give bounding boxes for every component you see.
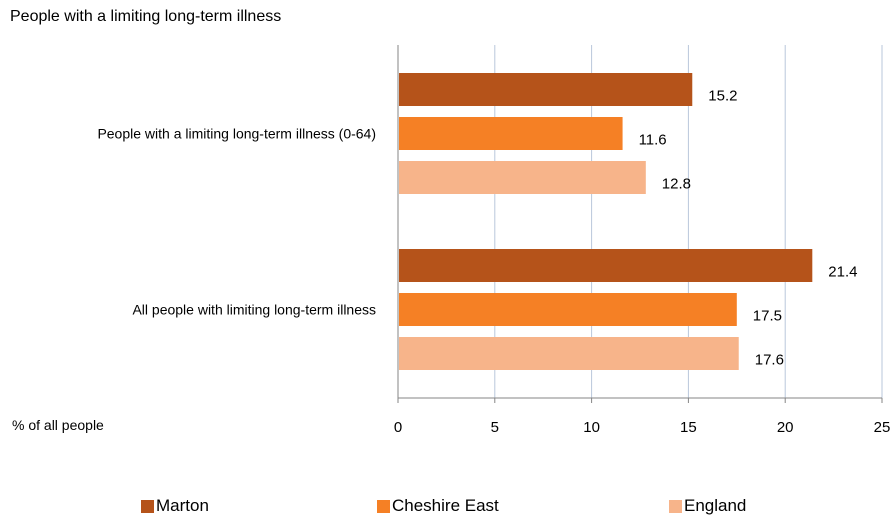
x-tick-label-20: 20 — [777, 419, 794, 436]
legend-item-england: England — [669, 496, 746, 516]
x-tick-label-25: 25 — [874, 419, 891, 436]
data-label-england-1: 17.6 — [755, 352, 784, 369]
bar-marton-0 — [399, 73, 693, 106]
legend-swatch-marton — [141, 499, 154, 513]
x-tick-label-10: 10 — [583, 419, 600, 436]
bar-england-0 — [399, 161, 646, 194]
legend-label-cheshire-east: Cheshire East — [392, 496, 499, 515]
bar-cheshire-east-1 — [399, 293, 737, 326]
data-label-england-0: 12.8 — [662, 176, 691, 193]
chart-plot: 0 5 10 15 20 25 % of all people People with a l… — [12, 45, 891, 436]
legend-label-england: England — [684, 496, 747, 515]
chart-title: People with a limiting long-term illness — [10, 8, 282, 25]
data-label-cheshire-east-1: 17.5 — [753, 308, 782, 325]
legend: Marton Cheshire East England — [0, 496, 896, 518]
legend-label-marton: Marton — [156, 496, 209, 515]
bar-marton-1 — [399, 249, 813, 282]
legend-swatch-cheshire-east — [377, 499, 390, 513]
legend-item-marton: Marton — [141, 496, 209, 516]
x-tick-label-5: 5 — [491, 419, 499, 436]
legend-item-cheshire-east: Cheshire East — [377, 496, 499, 516]
bar-cheshire-east-0 — [399, 117, 623, 150]
bar-england-1 — [399, 337, 739, 370]
category-label-0: People with a limiting long-term illness… — [97, 126, 376, 142]
data-label-marton-0: 15.2 — [708, 88, 737, 105]
x-axis-label: % of all people — [12, 417, 104, 433]
data-label-cheshire-east-0: 11.6 — [639, 132, 667, 149]
data-label-marton-1: 21.4 — [828, 264, 857, 281]
x-tick-label-15: 15 — [680, 419, 697, 436]
legend-swatch-england — [669, 499, 682, 513]
x-tick-label-0: 0 — [394, 419, 402, 436]
category-label-1: All people with limiting long-term illne… — [132, 302, 376, 318]
